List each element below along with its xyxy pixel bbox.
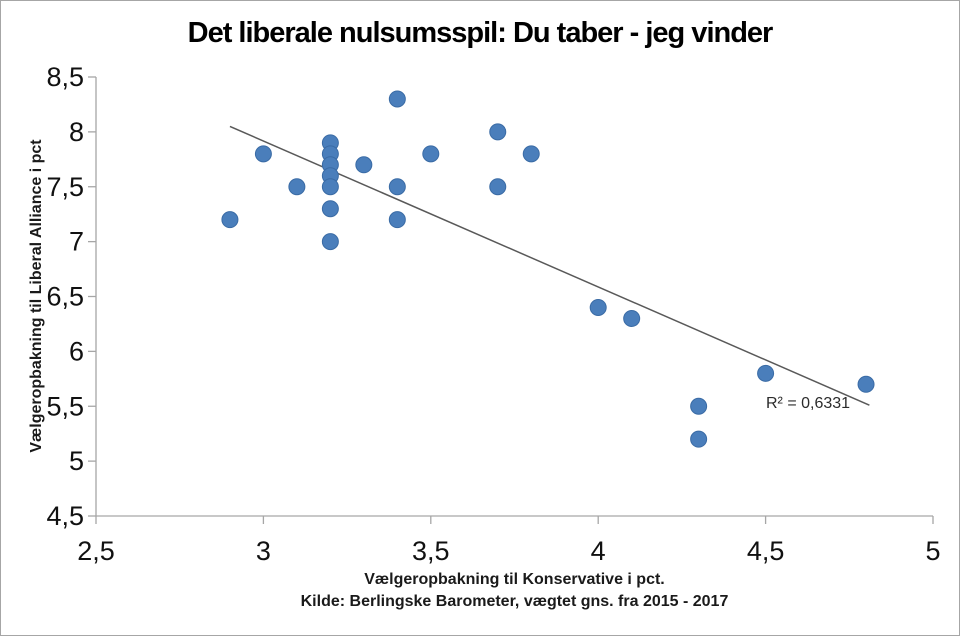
y-tick-label: 4,5 (46, 501, 84, 531)
x-tick-label: 3 (256, 536, 271, 566)
y-tick-label: 7 (69, 227, 84, 257)
data-point (221, 211, 239, 229)
y-tick-label: 7,5 (46, 172, 84, 202)
chart-title: Det liberale nulsumsspil: Du taber - jeg… (187, 17, 774, 49)
y-tick-label: 5 (69, 446, 84, 476)
data-point (489, 178, 507, 196)
y-tick-label: 6 (69, 336, 84, 366)
data-point (321, 178, 339, 196)
data-point (589, 298, 607, 316)
data-point (690, 430, 708, 448)
data-point (355, 156, 373, 174)
y-tick-label: 5,5 (46, 391, 84, 421)
data-point (690, 397, 708, 415)
r-squared-label: R² = 0,6331 (766, 395, 851, 412)
data-point (254, 145, 272, 163)
data-point (623, 309, 641, 327)
data-point (321, 233, 339, 251)
data-point (757, 364, 775, 382)
y-tick-label: 6,5 (46, 282, 84, 312)
x-axis-title: Vælgeropbakning til Konservative i pct. (364, 571, 665, 588)
y-tick-label: 8 (69, 117, 84, 147)
x-tick-label: 4 (591, 536, 606, 566)
data-point (321, 200, 339, 218)
y-tick-label: 8,5 (46, 62, 84, 92)
data-point (422, 145, 440, 163)
x-tick-label: 2,5 (77, 536, 115, 566)
x-tick-label: 4,5 (747, 536, 785, 566)
x-axis-title-block: Vælgeropbakning til Konservative i pct. … (96, 569, 933, 613)
source-note: Kilde: Berlingske Barometer, vægtet gns.… (300, 593, 729, 610)
x-tick-label: 5 (925, 536, 940, 566)
x-tick-label: 3,5 (412, 536, 450, 566)
data-point (489, 123, 507, 141)
data-point (388, 178, 406, 196)
data-point (388, 90, 406, 108)
data-point (388, 211, 406, 229)
data-point (522, 145, 540, 163)
data-point (288, 178, 306, 196)
data-point (857, 375, 875, 393)
